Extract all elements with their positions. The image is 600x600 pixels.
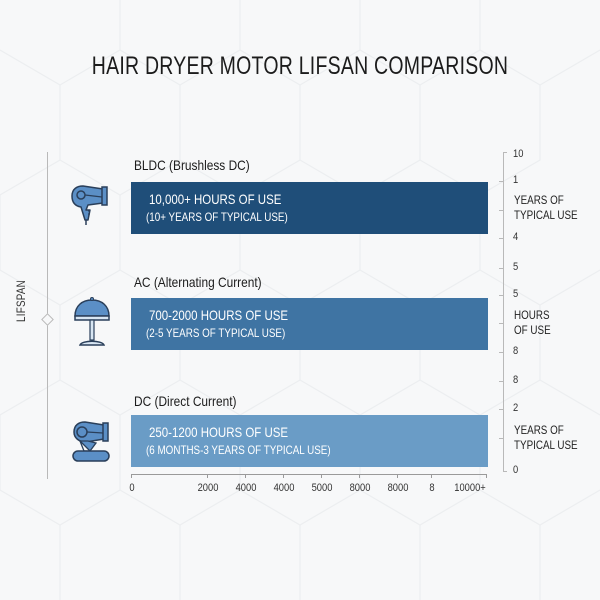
- right-axis-tick: [499, 210, 504, 211]
- chart-title: HAIR DRYER MOTOR LIFSAN COMPARISON: [91, 52, 509, 80]
- right-axis-tick: [499, 181, 504, 182]
- right-axis-tick-label: 4: [513, 231, 519, 243]
- category-label-ac: AC (Alternating Current): [134, 274, 262, 290]
- y-axis-label: LIFSPAN: [14, 279, 28, 322]
- x-tick: [486, 474, 487, 478]
- bar-ac-years-text: (2-5 YEARS OF TYPICAL USE): [146, 326, 286, 340]
- x-tick: [431, 474, 432, 478]
- bar-ac[interactable]: 700-2000 HOURS OF USE (2-5 YEARS OF TYPI…: [131, 298, 488, 350]
- x-tick-label: 8000: [387, 482, 409, 494]
- category-label-dc: DC (Direct Current): [134, 393, 237, 409]
- right-axis-tick: [499, 268, 504, 269]
- hair-dryer-icon: [71, 185, 108, 225]
- x-tick: [397, 474, 398, 478]
- x-tick-label: 10000+: [454, 482, 486, 494]
- right-axis-tick-label: 5: [513, 288, 519, 300]
- right-axis-tick: [499, 323, 504, 324]
- bar-ac-hours-text: 700-2000 HOURS OF USE: [149, 307, 289, 323]
- table-lamp-dryer-icon: [74, 297, 110, 346]
- bar-dc[interactable]: 250-1200 HOURS OF USE (6 MONTHS-3 YEARS …: [131, 415, 488, 467]
- right-axis-tick: [499, 381, 504, 382]
- x-tick: [207, 474, 208, 478]
- right-axis-tick: [499, 238, 504, 239]
- right-axis-tick-label: 10: [513, 148, 524, 160]
- right-axis-tick: [499, 438, 504, 439]
- bar-bldc-hours-text: 10,000+ HOURS OF USE: [149, 191, 282, 207]
- right-axis-tick-label: 0: [513, 464, 519, 476]
- x-tick-label: 5000: [311, 482, 333, 494]
- right-axis-tick-label: 5: [513, 261, 519, 273]
- x-tick-label: 4000: [235, 482, 257, 494]
- right-axis-line: [503, 152, 504, 472]
- bar-dc-hours-text: 250-1200 HOURS OF USE: [149, 424, 289, 440]
- right-axis-tick-label: 8: [513, 374, 519, 386]
- x-axis-line: [131, 474, 487, 475]
- x-tick-label: 8000: [349, 482, 371, 494]
- x-tick: [359, 474, 360, 478]
- x-tick-label: 2000: [197, 482, 219, 494]
- right-axis-tick: [499, 352, 504, 353]
- x-tick: [131, 474, 132, 478]
- bar-bldc[interactable]: 10,000+ HOURS OF USE (10+ YEARS OF TYPIC…: [131, 182, 488, 234]
- right-axis-cap: [503, 471, 507, 472]
- right-axis-cap: [503, 152, 507, 153]
- right-axis-tick: [499, 409, 504, 410]
- x-tick-label: 4000: [273, 482, 295, 494]
- x-tick-label: 0: [129, 482, 135, 494]
- category-label-bldc: BLDC (Brushless DC): [134, 157, 250, 173]
- right-axis-tick-label: 8: [513, 345, 519, 357]
- bar-dc-years-text: (6 MONTHS-3 YEARS OF TYPICAL USE): [146, 443, 331, 457]
- x-tick: [321, 474, 322, 478]
- x-tick: [283, 474, 284, 478]
- right-axis-tick-label: 1: [513, 174, 519, 186]
- right-axis-unit-years-bldc: YEARS OF TYPICAL USE: [514, 193, 578, 222]
- x-tick-label: 8: [429, 482, 435, 494]
- right-axis-tick-label: 2: [513, 402, 519, 414]
- stand-dryer-icon: [72, 421, 110, 462]
- bar-bldc-years-text: (10+ YEARS OF TYPICAL USE): [146, 210, 288, 224]
- x-tick: [245, 474, 246, 478]
- right-axis-unit-hours-ac: HOURS OF USE: [514, 308, 551, 337]
- right-axis-tick: [499, 295, 504, 296]
- right-axis-unit-years-dc: YEARS OF TYPICAL USE: [514, 423, 578, 452]
